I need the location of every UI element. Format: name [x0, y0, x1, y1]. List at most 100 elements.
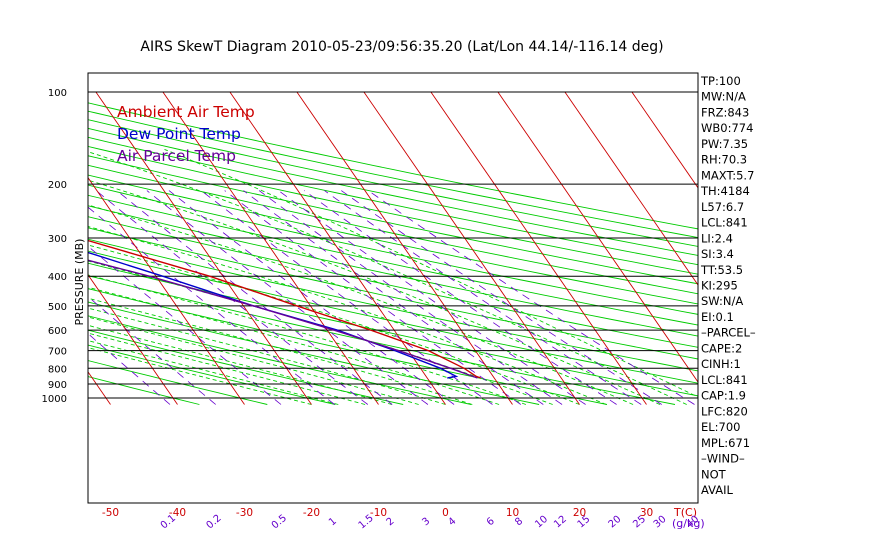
index-label: SW:N/A: [701, 294, 743, 308]
index-label: –WIND–: [701, 452, 745, 466]
mixing-ratio-line: [88, 206, 335, 405]
dry-adiabat-line: [88, 329, 404, 405]
bottom-temp-label: 10: [506, 507, 519, 519]
isotherm-line: [162, 91, 379, 405]
mixing-ratio-label: 6: [485, 516, 497, 529]
isotherm-line: [88, 176, 245, 405]
moist-adiabat-line: [88, 226, 607, 405]
mixing-ratio-line: [168, 190, 455, 405]
mixing-ratio-line: [200, 190, 493, 405]
bottom-temp-label: -30: [236, 507, 253, 519]
isotherm-line: [0, 92, 44, 405]
pressure-tick-label: 200: [48, 180, 67, 191]
isotherm-line: [95, 91, 312, 405]
index-label: CINH:1: [701, 357, 741, 371]
mixing-ratio-label: 0.2: [204, 513, 223, 532]
mixing-ratio-label: 1: [327, 516, 339, 529]
bottom-temp-label: 0: [442, 507, 449, 519]
pressure-tick-label: 900: [48, 380, 67, 391]
index-label: TH:4184: [700, 184, 750, 198]
isotherm-line: [497, 91, 698, 383]
pressure-tick-label: 300: [48, 234, 67, 245]
pressure-tick-label: 500: [48, 302, 67, 313]
dry-adiabat-line: [88, 164, 698, 295]
mixing-ratio-unit: (g/kg): [672, 517, 705, 530]
index-label: RH:70.3: [701, 153, 747, 167]
index-label: MW:N/A: [701, 90, 746, 104]
index-label: TT:53.5: [700, 263, 743, 277]
index-label: KI:295: [701, 279, 738, 293]
sounding-series: [88, 239, 482, 379]
pressure-tick-label: 1000: [42, 394, 67, 405]
mixing-ratio-label: 8: [513, 516, 525, 529]
dry-adiabat-line: [88, 216, 698, 348]
bottom-temp-label: -50: [102, 507, 119, 519]
dry-adiabat-line: [88, 184, 698, 315]
dry-adiabat-line: [88, 194, 698, 326]
index-label: WB0:774: [701, 121, 753, 135]
dry-adiabat-line: [88, 102, 698, 230]
index-label: MPL:671: [701, 436, 750, 450]
pressure-tick-label: 400: [48, 272, 67, 283]
mixing-ratio-label: 12: [552, 514, 569, 531]
index-label: LCL:841: [701, 216, 748, 230]
index-label: LCL:841: [701, 373, 748, 387]
dry-adiabat-line: [88, 238, 698, 372]
series-line: [88, 251, 459, 379]
mixing-ratio-label: 20: [607, 514, 624, 531]
mixing-ratio-line: [116, 190, 393, 405]
index-label: L57:6.7: [701, 200, 744, 214]
mixing-ratio-line: [367, 190, 695, 405]
pressure-tick-label: 100: [48, 88, 67, 99]
grid-lines: [0, 91, 870, 405]
legend-entry: Air Parcel Temp: [117, 147, 236, 165]
series-line: [88, 259, 478, 379]
isotherm-line: [88, 273, 178, 405]
bottom-temp-label: 30: [640, 507, 653, 519]
mixing-ratio-label: 2: [385, 516, 397, 529]
index-label: CAPE:2: [701, 341, 742, 355]
pressure-tick-label: 700: [48, 347, 67, 358]
chart-title: AIRS SkewT Diagram 2010-05-23/09:56:35.2…: [140, 39, 663, 55]
mixing-ratio-line: [88, 245, 282, 405]
moist-adiabat-line: [88, 347, 312, 405]
dry-adiabat-line: [88, 110, 698, 238]
isotherm-line: [564, 91, 698, 286]
index-label: LFC:820: [701, 404, 748, 418]
mixing-ratio-label: 3: [420, 516, 432, 529]
isotherm-line: [766, 92, 870, 405]
index-label: PW:7.35: [701, 137, 748, 151]
index-label: NOT: [701, 467, 727, 481]
dry-adiabat-line: [88, 315, 472, 405]
dry-adiabat-line: [88, 174, 698, 305]
isotherm-line: [631, 91, 698, 189]
mixing-ratio-line: [324, 190, 642, 405]
index-label: AVAIL: [701, 483, 734, 497]
mixing-ratio-label: 10: [533, 514, 550, 531]
dry-adiabat-line: [88, 344, 336, 405]
index-label: MAXT:5.7: [701, 168, 754, 182]
mixing-ratio-line: [303, 190, 617, 405]
dry-adiabat-line: [88, 127, 698, 256]
bottom-temp-label: -10: [370, 507, 387, 519]
dry-adiabat-line: [88, 227, 698, 360]
isotherm-line: [229, 91, 446, 405]
mixing-ratio-label: 30: [652, 514, 669, 531]
dry-adiabat-line: [88, 288, 608, 405]
index-label: LI:2.4: [701, 231, 733, 245]
isotherm-line: [296, 91, 513, 405]
dry-adiabat-line: [88, 205, 698, 337]
index-label: TP:100: [700, 74, 741, 88]
index-label: EL:700: [701, 420, 741, 434]
index-label: SI:3.4: [701, 247, 734, 261]
index-label: CAP:1.9: [701, 389, 746, 403]
dry-adiabat-line: [88, 119, 698, 247]
bottom-temp-label: -20: [303, 507, 320, 519]
mixing-ratio-line: [146, 190, 429, 405]
pressure-tick-label: 800: [48, 364, 67, 375]
index-label: EI:0.1: [701, 310, 734, 324]
mixing-ratio-label: 0.5: [270, 513, 289, 532]
